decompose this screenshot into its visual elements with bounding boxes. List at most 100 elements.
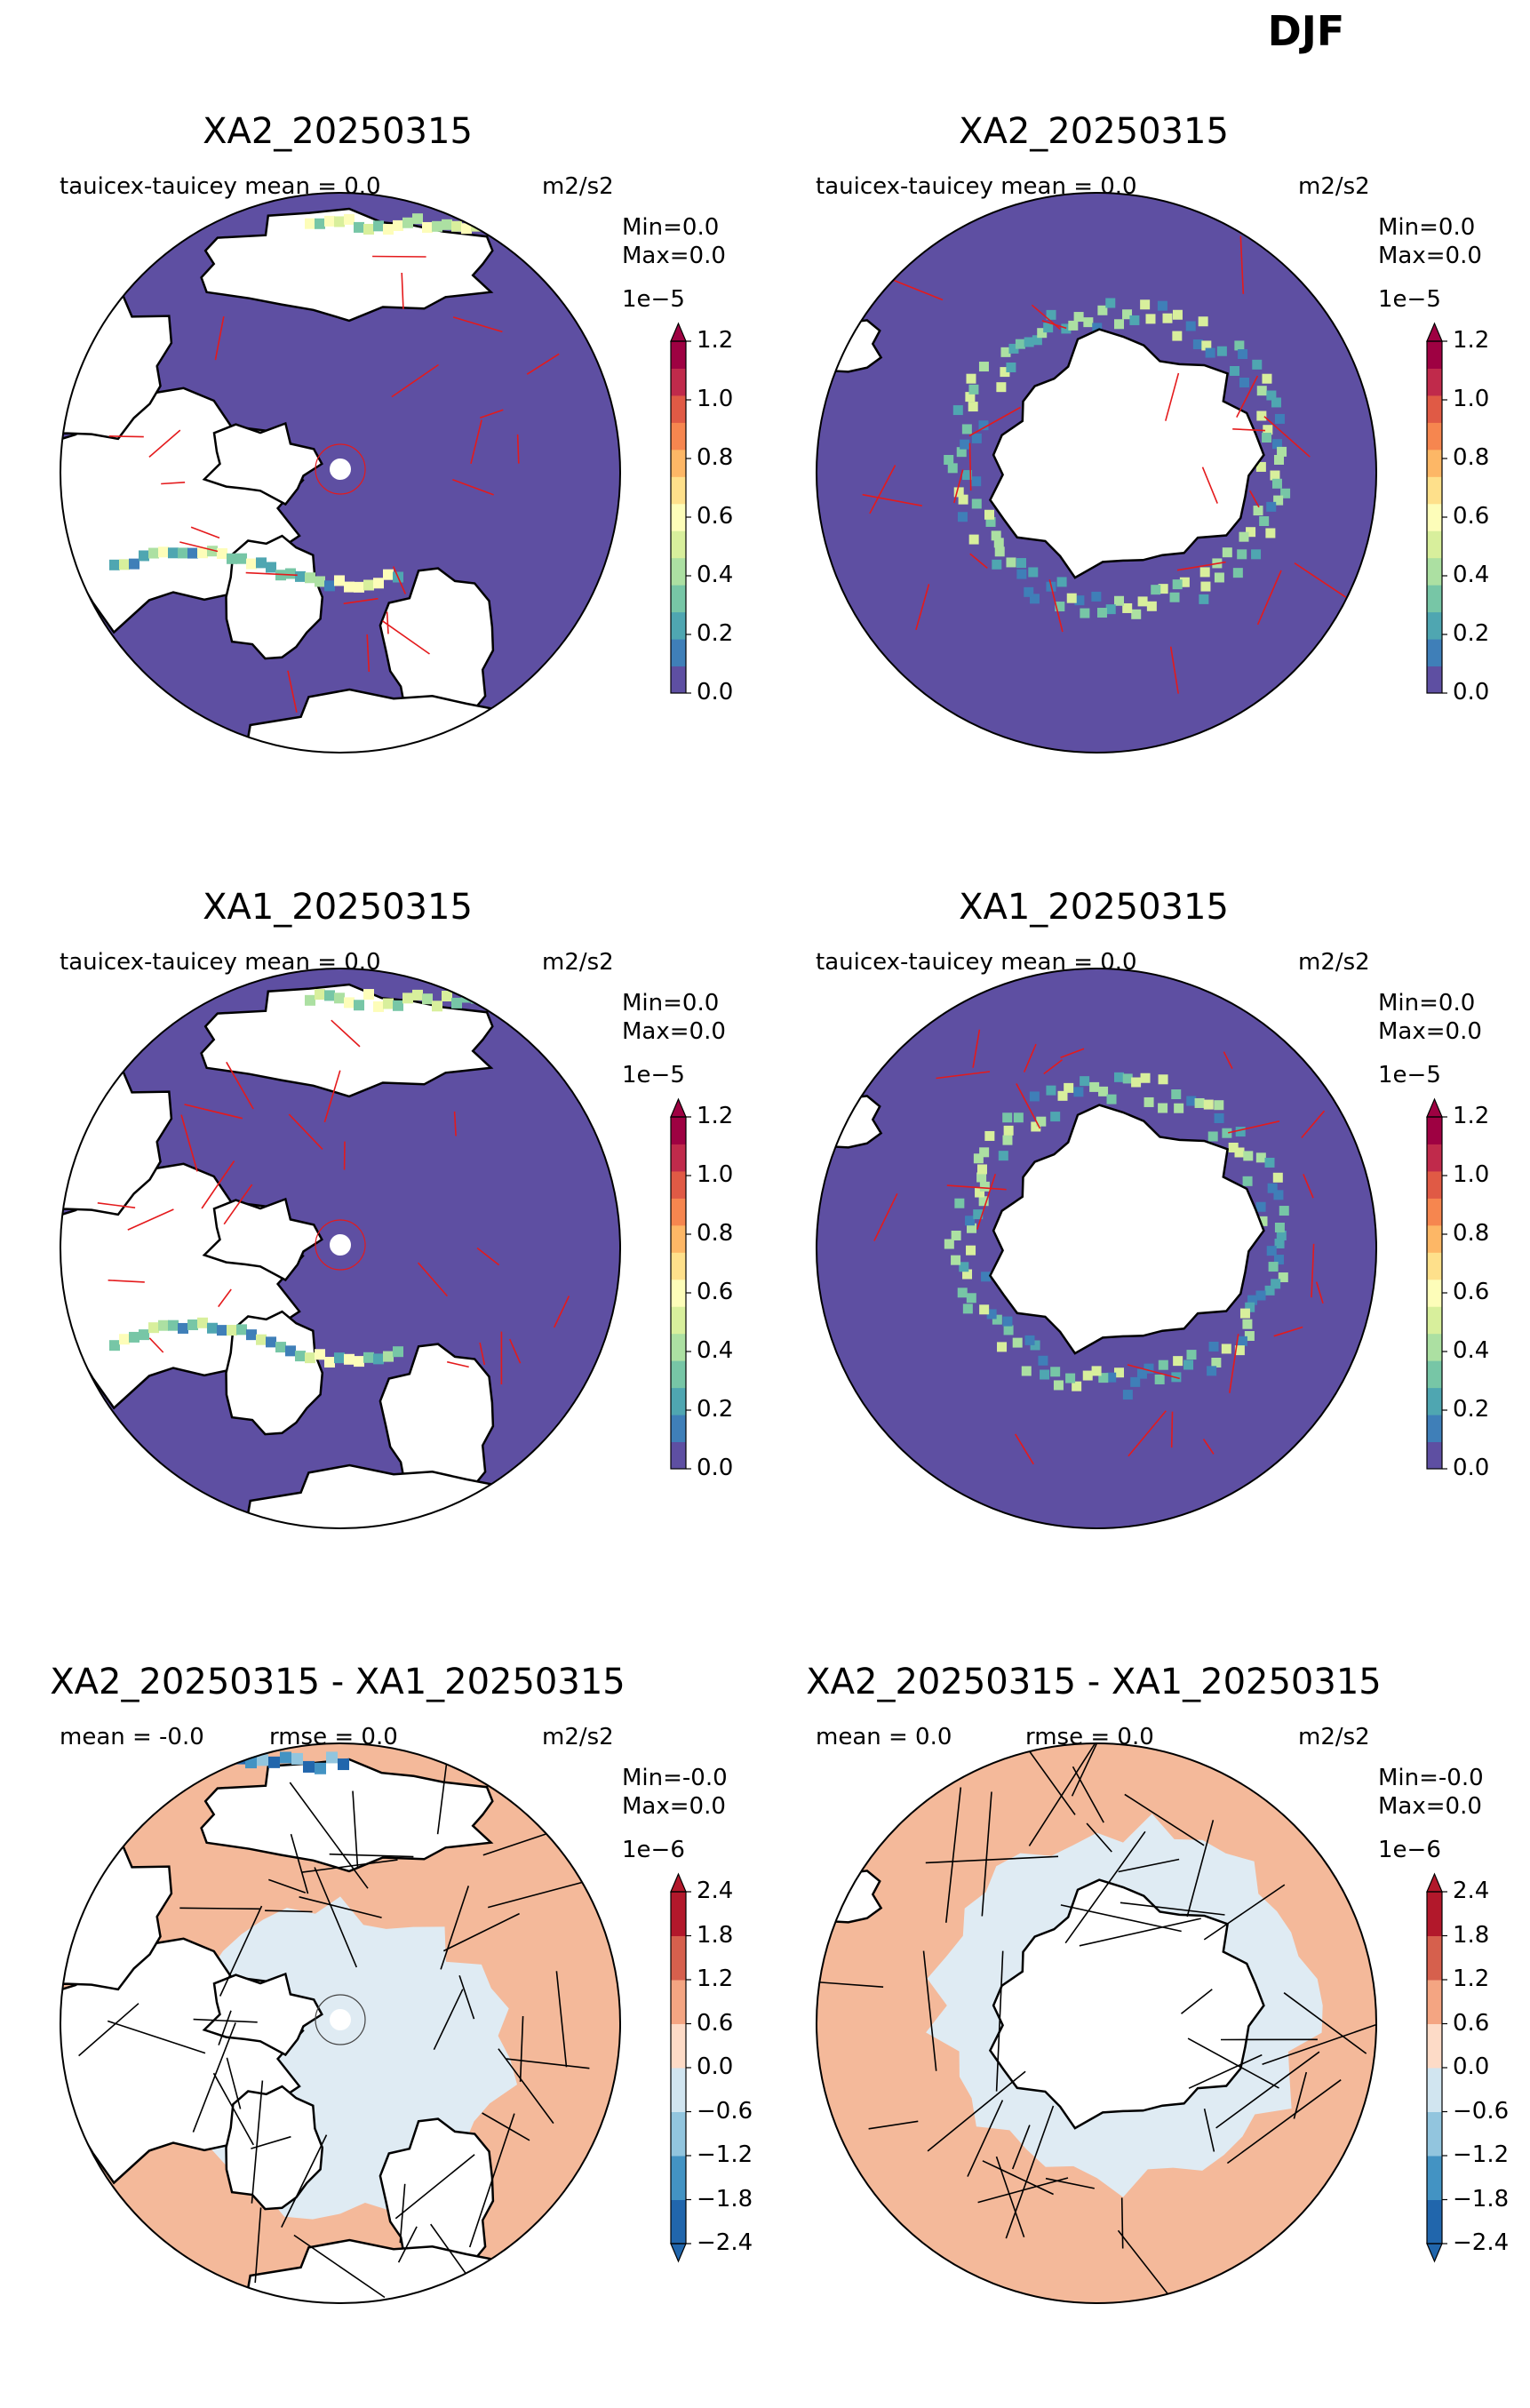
colorbar-tick-label: −0.6 bbox=[1453, 2098, 1509, 2125]
colorbar-segment bbox=[1427, 666, 1442, 694]
colorbar-tick-label: 1.2 bbox=[697, 327, 733, 354]
colorbar-segment bbox=[671, 1280, 686, 1307]
colorbar-tick-label: 0.0 bbox=[697, 2053, 733, 2080]
colorbar-tick-label: 0.8 bbox=[697, 1220, 733, 1247]
colorbar-tick-label: 0.2 bbox=[1453, 620, 1489, 647]
colorbar-segment bbox=[1427, 1360, 1442, 1388]
colorbar-tick-label: −1.2 bbox=[697, 2141, 753, 2168]
colorbar-extend-max bbox=[1427, 323, 1442, 341]
colorbar-tick-label: 1.2 bbox=[697, 1103, 733, 1129]
colorbar-extend-max bbox=[671, 1874, 686, 1892]
colorbar-segment bbox=[1427, 450, 1442, 477]
colorbar-segment bbox=[671, 1198, 686, 1225]
figure-title: DJF bbox=[1217, 7, 1395, 55]
colorbar-exponent: 1e−6 bbox=[622, 1837, 685, 1863]
colorbar-tick-label: 0.8 bbox=[1453, 1220, 1489, 1247]
colorbar-segment bbox=[671, 2024, 686, 2069]
colorbar-tick-label: −0.6 bbox=[697, 2098, 753, 2125]
colorbar-tick-label: 0.2 bbox=[697, 1396, 733, 1423]
colorbar-tick-label: 0.6 bbox=[1453, 503, 1489, 530]
colorbar-tick-label: −1.2 bbox=[1453, 2141, 1509, 2168]
colorbar bbox=[0, 1635, 765, 2408]
colorbar-tick-label: 1.2 bbox=[1453, 1103, 1489, 1129]
colorbar-exponent: 1e−5 bbox=[622, 1062, 685, 1088]
colorbar-segment bbox=[1427, 585, 1442, 612]
colorbar-segment bbox=[1427, 1171, 1442, 1199]
colorbar-segment bbox=[671, 1388, 686, 1415]
colorbar-segment bbox=[671, 1980, 686, 2024]
colorbar-segment bbox=[1427, 422, 1442, 450]
colorbar-segment bbox=[671, 2200, 686, 2245]
colorbar-segment bbox=[671, 1171, 686, 1199]
colorbar-exponent: 1e−6 bbox=[1378, 1837, 1441, 1863]
colorbar-segment bbox=[1427, 1388, 1442, 1415]
colorbar-tick-label: 0.6 bbox=[697, 503, 733, 530]
colorbar-segment bbox=[671, 2156, 686, 2200]
colorbar-tick-label: 0.4 bbox=[1453, 562, 1489, 588]
colorbar-segment bbox=[671, 1252, 686, 1280]
colorbar-segment bbox=[671, 585, 686, 612]
colorbar-extend-max bbox=[671, 323, 686, 341]
colorbar-segment bbox=[671, 450, 686, 477]
colorbar-segment bbox=[1427, 2068, 1442, 2112]
colorbar-segment bbox=[671, 1936, 686, 1981]
colorbar-tick-label: 1.2 bbox=[1453, 1965, 1489, 1992]
colorbar-tick-label: 0.0 bbox=[697, 679, 733, 706]
colorbar-segment bbox=[671, 422, 686, 450]
colorbar-tick-label: 1.0 bbox=[1453, 386, 1489, 412]
colorbar-segment bbox=[1427, 612, 1442, 640]
colorbar-segment bbox=[671, 504, 686, 531]
colorbar-tick-label: 0.0 bbox=[1453, 2053, 1489, 2080]
colorbar-tick-label: 0.2 bbox=[697, 620, 733, 647]
colorbar-extend-max bbox=[671, 1099, 686, 1117]
colorbar-segment bbox=[671, 1117, 686, 1144]
colorbar-tick-label: 0.0 bbox=[1453, 679, 1489, 706]
colorbar-tick-label: 0.8 bbox=[1453, 444, 1489, 471]
colorbar-tick-label: 0.0 bbox=[697, 1455, 733, 1481]
colorbar-segment bbox=[671, 476, 686, 504]
colorbar-segment bbox=[671, 1360, 686, 1388]
colorbar-tick-label: 0.4 bbox=[1453, 1337, 1489, 1364]
colorbar-segment bbox=[1427, 1415, 1442, 1442]
colorbar-segment bbox=[1427, 1252, 1442, 1280]
colorbar-tick-label: 1.0 bbox=[697, 1161, 733, 1188]
colorbar-segment bbox=[671, 1225, 686, 1253]
colorbar-extend-min bbox=[1427, 2244, 1442, 2261]
colorbar-segment bbox=[1427, 395, 1442, 423]
colorbar-extend-min bbox=[671, 2244, 686, 2261]
colorbar-tick-label: 1.8 bbox=[697, 1922, 733, 1949]
colorbar-segment bbox=[1427, 1117, 1442, 1144]
colorbar-segment bbox=[1427, 341, 1442, 369]
colorbar-segment bbox=[671, 530, 686, 558]
colorbar-segment bbox=[671, 666, 686, 694]
colorbar-tick-label: 0.4 bbox=[697, 562, 733, 588]
colorbar-segment bbox=[1427, 1980, 1442, 2024]
colorbar-exponent: 1e−5 bbox=[1378, 286, 1441, 313]
colorbar-segment bbox=[1427, 1198, 1442, 1225]
colorbar-segment bbox=[671, 1334, 686, 1361]
colorbar-segment bbox=[1427, 1892, 1442, 1936]
colorbar-tick-label: 0.6 bbox=[697, 2010, 733, 2037]
colorbar-segment bbox=[1427, 639, 1442, 666]
colorbar-segment bbox=[671, 612, 686, 640]
colorbar-tick-label: 0.6 bbox=[697, 1279, 733, 1305]
colorbar-segment bbox=[1427, 1442, 1442, 1470]
colorbar-tick-label: 0.2 bbox=[1453, 1396, 1489, 1423]
colorbar-segment bbox=[1427, 1144, 1442, 1171]
colorbar-tick-label: 0.8 bbox=[697, 444, 733, 471]
colorbar-segment bbox=[1427, 368, 1442, 395]
colorbar-segment bbox=[1427, 1936, 1442, 1981]
colorbar-segment bbox=[1427, 476, 1442, 504]
colorbar-segment bbox=[671, 395, 686, 423]
colorbar-segment bbox=[1427, 558, 1442, 586]
colorbar-tick-label: 0.6 bbox=[1453, 2010, 1489, 2037]
colorbar-segment bbox=[1427, 1280, 1442, 1307]
colorbar-tick-label: 1.2 bbox=[697, 1965, 733, 1992]
colorbar-tick-label: 1.0 bbox=[1453, 1161, 1489, 1188]
colorbar-segment bbox=[1427, 1334, 1442, 1361]
colorbar-exponent: 1e−5 bbox=[622, 286, 685, 313]
colorbar-tick-label: 0.0 bbox=[1453, 1455, 1489, 1481]
